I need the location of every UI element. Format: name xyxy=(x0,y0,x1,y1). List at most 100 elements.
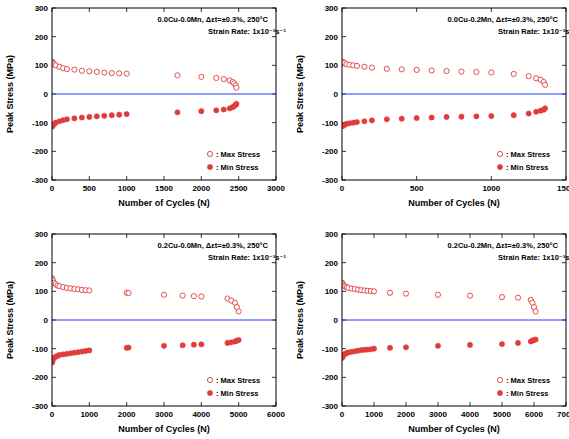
y-tick-label: 300 xyxy=(35,230,49,239)
x-tick-label: 1500 xyxy=(557,184,569,193)
x-tick-label: 2000 xyxy=(397,410,415,419)
data-point xyxy=(467,342,472,347)
legend-label: : Min Stress xyxy=(506,163,549,172)
data-point xyxy=(180,293,185,298)
x-tick xyxy=(534,402,535,406)
data-point xyxy=(444,68,449,73)
x-tick xyxy=(201,234,202,238)
y-tick xyxy=(52,348,56,349)
x-tick-label: 2000 xyxy=(192,184,210,193)
data-point xyxy=(87,348,92,353)
y-tick-label: -200 xyxy=(322,373,339,382)
legend-label: : Max Stress xyxy=(506,376,550,385)
x-tick xyxy=(238,402,239,406)
y-tick xyxy=(562,122,566,123)
y-tick xyxy=(52,151,56,152)
x-tick-label: 6000 xyxy=(267,410,285,419)
data-point xyxy=(435,343,440,348)
data-point xyxy=(403,345,408,350)
x-tick-label: 500 xyxy=(410,184,424,193)
y-tick xyxy=(52,262,56,263)
data-point xyxy=(533,309,538,314)
y-tick-label: 0 xyxy=(334,90,339,99)
legend: : Max Stress: Min Stress xyxy=(497,150,550,172)
x-tick-label: 2000 xyxy=(118,410,136,419)
data-point xyxy=(511,71,516,76)
y-tick xyxy=(272,122,276,123)
data-point xyxy=(124,111,129,116)
data-point xyxy=(459,114,464,119)
data-point xyxy=(234,85,239,90)
data-point xyxy=(362,119,367,124)
x-tick xyxy=(201,402,202,406)
x-tick xyxy=(470,402,471,406)
data-point xyxy=(117,71,122,76)
x-tick xyxy=(126,234,127,238)
x-tick xyxy=(502,234,503,238)
legend-marker xyxy=(207,151,212,156)
plot-data xyxy=(52,59,276,129)
data-point xyxy=(234,101,239,106)
y-tick xyxy=(562,377,566,378)
legend-label: : Min Stress xyxy=(506,389,549,398)
y-tick-label: -300 xyxy=(322,402,339,411)
chart-title: 0.0Cu-0.0Mn, Δεt=±0.3%, 250°C xyxy=(158,15,269,24)
y-tick xyxy=(272,65,276,66)
x-tick-label: 4000 xyxy=(192,410,210,419)
data-point xyxy=(399,116,404,121)
x-tick xyxy=(89,402,90,406)
x-tick xyxy=(238,234,239,238)
chart-subtitle: Strain Rate: 1x10⁻³s⁻¹ xyxy=(498,253,569,262)
x-tick xyxy=(238,8,239,12)
x-tick-label: 6000 xyxy=(525,410,543,419)
data-point xyxy=(161,292,166,297)
y-axis-title: Peak Stress (MPa) xyxy=(295,281,305,359)
y-axis-title: Peak Stress (MPa) xyxy=(5,281,15,359)
data-point xyxy=(72,116,77,121)
data-point xyxy=(199,109,204,114)
data-point xyxy=(199,294,204,299)
data-point xyxy=(542,82,547,87)
data-point xyxy=(199,74,204,79)
x-tick xyxy=(438,234,439,238)
data-point xyxy=(126,345,131,350)
y-tick xyxy=(272,291,276,292)
y-tick xyxy=(562,348,566,349)
data-point xyxy=(459,69,464,74)
chart-title: 0.2Cu-0.0Mn, Δεt=±0.3%, 250°C xyxy=(158,241,269,250)
data-point xyxy=(467,293,472,298)
x-tick xyxy=(238,176,239,180)
x-tick-label: 0 xyxy=(340,184,345,193)
data-point xyxy=(161,343,166,348)
data-point xyxy=(384,66,389,71)
data-point xyxy=(214,108,219,113)
y-tick xyxy=(562,36,566,37)
x-tick xyxy=(164,176,165,180)
data-point xyxy=(489,113,494,118)
y-tick-label: 300 xyxy=(325,230,339,239)
y-tick-label: 200 xyxy=(325,259,339,268)
data-point xyxy=(403,291,408,296)
x-tick xyxy=(502,402,503,406)
data-point xyxy=(236,309,241,314)
x-tick xyxy=(164,234,165,238)
x-tick xyxy=(164,402,165,406)
data-point xyxy=(221,76,226,81)
data-point xyxy=(79,68,84,73)
data-point xyxy=(72,67,77,72)
data-point xyxy=(214,75,219,80)
data-point xyxy=(94,114,99,119)
data-point xyxy=(387,345,392,350)
data-point xyxy=(102,113,107,118)
y-tick xyxy=(342,151,346,152)
x-tick-label: 7000 xyxy=(557,410,569,419)
data-point xyxy=(499,341,504,346)
y-tick-label: -100 xyxy=(322,345,339,354)
x-tick xyxy=(126,176,127,180)
data-point xyxy=(515,295,520,300)
data-point xyxy=(109,70,114,75)
chart-title: 0.2Cu-0.2Mn, Δεt=±0.3%, 250°C xyxy=(448,241,559,250)
y-tick-label: -300 xyxy=(32,402,49,411)
x-axis-title: Number of Cycles (N) xyxy=(408,198,500,208)
y-tick xyxy=(342,262,346,263)
